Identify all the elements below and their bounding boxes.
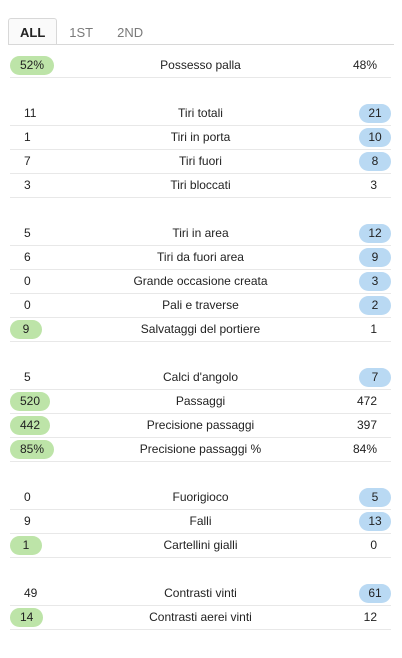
tabs-divider <box>8 44 394 45</box>
stat-label: Tiri da fuori area <box>157 250 244 264</box>
stat-label: Tiri in porta <box>170 130 231 144</box>
stats-group: 5 Tiri in area 12 6 Tiri da fuori area 9 0 Gran… <box>10 222 391 342</box>
stat-label: Contrasti vinti <box>164 586 237 600</box>
stat-label: Calci d'angolo <box>162 370 238 384</box>
stats-group: 49 Contrasti vinti 61 14 Contrasti aerei vin… <box>10 582 391 630</box>
stat-row: 5 Tiri in area 12 <box>10 222 391 246</box>
stat-label: Tiri fuori <box>179 154 222 168</box>
away-value-badge: 10 <box>359 128 391 147</box>
stat-label: Tiri totali <box>178 106 223 120</box>
away-value: 1 <box>370 322 377 336</box>
home-value: 49 <box>24 586 38 600</box>
away-value-badge: 8 <box>359 152 391 171</box>
stat-label: Cartellini gialli <box>163 538 238 552</box>
away-value-badge: 5 <box>359 488 391 507</box>
period-tabs: ALL 1ST 2ND <box>8 18 155 45</box>
away-value-badge: 13 <box>359 512 391 531</box>
stat-label: Grande occasione creata <box>133 274 268 288</box>
stat-row: 442 Precisione passaggi 397 <box>10 414 391 438</box>
stat-row: 1 Cartellini gialli 0 <box>10 534 391 558</box>
stat-label: Passaggi <box>175 394 226 408</box>
stat-row: 11 Tiri totali 21 <box>10 102 391 126</box>
away-value-badge: 2 <box>359 296 391 315</box>
stat-label: Fuorigioco <box>172 490 229 504</box>
away-value: 84% <box>352 442 377 456</box>
home-value-badge: 14 <box>10 608 44 627</box>
stat-label: Tiri in area <box>172 226 229 240</box>
away-value-badge: 21 <box>359 104 391 123</box>
stats-group: 52% Possesso palla 48% <box>10 54 391 78</box>
away-value: 472 <box>356 394 377 408</box>
stat-label: Pali e traverse <box>162 298 239 312</box>
stat-row: 7 Tiri fuori 8 <box>10 150 391 174</box>
tab-first-half[interactable]: 1ST <box>69 25 94 40</box>
stat-row: 1 Tiri in porta 10 <box>10 126 391 150</box>
home-value-badge: 9 <box>10 320 42 339</box>
home-value-badge: 442 <box>10 416 51 435</box>
stat-label: Tiri bloccati <box>170 178 231 192</box>
away-value-badge: 7 <box>359 368 391 387</box>
home-value: 11 <box>24 106 37 120</box>
stats-group: 0 Fuorigioco 5 9 Falli 13 1 Cartellini gialli 0 <box>10 486 391 558</box>
stats-group: 5 Calci d'angolo 7 520 Passaggi 472 442 Precisi… <box>10 366 391 462</box>
away-value: 0 <box>370 538 377 552</box>
stat-label: Falli <box>189 514 212 528</box>
stat-row: 0 Fuorigioco 5 <box>10 486 391 510</box>
stat-row: 14 Contrasti aerei vinti 12 <box>10 606 391 630</box>
away-value: 3 <box>370 178 377 192</box>
away-value-badge: 3 <box>359 272 391 291</box>
home-value-badge: 85% <box>10 440 55 459</box>
away-value: 48% <box>352 58 377 72</box>
away-value-badge: 61 <box>359 584 391 603</box>
tab-second-half[interactable]: 2ND <box>117 25 144 40</box>
away-value-badge: 12 <box>359 224 391 243</box>
stat-row: 85% Precisione passaggi % 84% <box>10 438 391 462</box>
home-value: 3 <box>24 178 31 192</box>
stat-row: 5 Calci d'angolo 7 <box>10 366 391 390</box>
stat-row: 520 Passaggi 472 <box>10 390 391 414</box>
home-value-badge: 1 <box>10 536 42 555</box>
stat-row: 0 Grande occasione creata 3 <box>10 270 391 294</box>
stat-label: Contrasti aerei vinti <box>149 610 252 624</box>
stats-group: 11 Tiri totali 21 1 Tiri in porta 10 7 Tiri fuo… <box>10 102 391 198</box>
match-stats-table: 52% Possesso palla 48% 11 Tiri totali 21 1 Tiri… <box>10 54 391 654</box>
home-value: 0 <box>24 274 31 288</box>
stat-label: Precisione passaggi <box>146 418 255 432</box>
stat-row: 3 Tiri bloccati 3 <box>10 174 391 198</box>
home-value-badge: 520 <box>10 392 51 411</box>
home-value: 9 <box>24 514 31 528</box>
stat-row: 52% Possesso palla 48% <box>10 54 391 78</box>
home-value: 0 <box>24 490 31 504</box>
home-value: 5 <box>24 370 31 384</box>
stat-label: Possesso palla <box>160 58 241 72</box>
stat-row: 9 Falli 13 <box>10 510 391 534</box>
home-value: 0 <box>24 298 31 312</box>
stat-label: Precisione passaggi % <box>139 442 262 456</box>
home-value-badge: 52% <box>10 56 55 75</box>
home-value: 7 <box>24 154 31 168</box>
stat-label: Salvataggi del portiere <box>140 322 261 336</box>
away-value-badge: 9 <box>359 248 391 267</box>
stat-row: 6 Tiri da fuori area 9 <box>10 246 391 270</box>
stat-row: 9 Salvataggi del portiere 1 <box>10 318 391 342</box>
stat-row: 49 Contrasti vinti 61 <box>10 582 391 606</box>
home-value: 5 <box>24 226 31 240</box>
stat-row: 0 Pali e traverse 2 <box>10 294 391 318</box>
tab-all[interactable]: ALL <box>8 18 58 45</box>
away-value: 12 <box>363 610 377 624</box>
away-value: 397 <box>356 418 377 432</box>
home-value: 1 <box>24 130 31 144</box>
home-value: 6 <box>24 250 31 264</box>
